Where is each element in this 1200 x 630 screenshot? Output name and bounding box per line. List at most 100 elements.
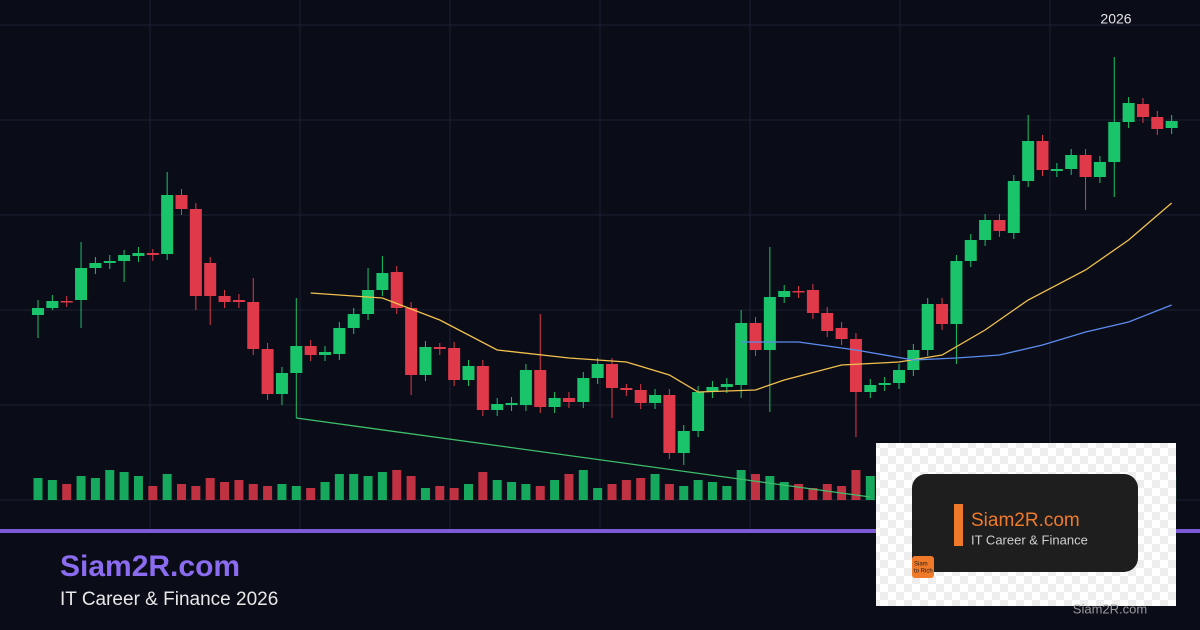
volume-bar [636,478,646,500]
candle-body [1165,121,1178,128]
volume-bar [808,488,818,500]
volume-bar [47,480,57,500]
candle-body [362,290,375,314]
candle-body [993,220,1006,231]
volume-bar [263,486,273,500]
volume-bar [334,474,344,500]
candle-body [103,261,116,263]
candle-body [161,195,174,254]
line-overlay [296,417,871,498]
logo-card [912,474,1138,572]
volume-bar [76,476,86,500]
volume-bar [679,486,689,500]
candle-body [491,404,504,410]
volume-bar [392,470,402,500]
volume-bar [664,484,674,500]
candle-body [132,253,145,256]
badge-line: to Rich [914,569,933,575]
candle-body [893,370,905,383]
candle-body [476,366,489,410]
candle-body [32,308,44,315]
candle-body [821,313,834,331]
candle-body [419,347,432,375]
candle-body [677,431,690,453]
volume-bar [191,486,201,500]
volume-bar [291,486,301,500]
candle-body [232,300,245,302]
candle-body [749,323,762,350]
volume-bar [90,478,100,500]
volume-bar [650,474,660,500]
candle-body [806,290,819,313]
candle-body [964,240,977,261]
volume-bar [105,470,115,500]
volume-bar [578,470,588,500]
volume-bar [550,480,560,500]
candle-body [548,398,561,407]
candle-body [1122,103,1135,122]
volume-bar [865,476,875,500]
candle-body [290,346,303,373]
volume-bar [177,484,186,500]
volume-bar [377,472,387,500]
candle-body [333,328,346,354]
candle-body [46,301,59,308]
volume-bar [707,482,717,500]
watermark: Siam2R.com [1073,601,1147,616]
line-overlay [310,202,1173,393]
volume-bar [449,488,459,500]
candle-body [1065,155,1078,169]
candle-body [89,263,102,268]
candle-body [462,366,475,380]
candle-body [849,339,862,392]
candle-body [534,370,547,407]
volume-bar [62,484,72,500]
volume-bar [349,474,359,500]
year-label: 2026 [1100,11,1131,27]
candle-body [1151,117,1164,129]
candle-body [1007,181,1020,233]
candle-body [146,253,159,255]
volume-bar [133,476,143,500]
candle-body [591,364,604,378]
candle-body [1093,162,1106,177]
candle-body [189,209,202,296]
candle-body [706,387,719,392]
candle-body [720,384,733,387]
volume-bar [851,470,861,500]
candle-body [218,296,231,302]
candle-body [175,195,188,209]
candle-body [936,304,949,324]
candle-body [304,346,317,355]
volume-bar [521,484,531,500]
volume-bar [306,488,316,500]
candle-body [75,268,88,300]
candle-body [347,314,360,328]
candle-body [118,255,131,261]
line-overlay [741,304,1172,361]
candle-body [763,297,776,350]
volume-bar [535,486,545,500]
volume-bar [794,484,804,500]
volume-bar [751,474,760,500]
candle-body [1136,104,1149,117]
candle-body [1079,155,1092,177]
volume-bar [148,486,158,500]
candle-body [577,378,590,402]
volume-bar [693,480,703,500]
divider [0,529,1200,533]
volume-bar [765,476,775,500]
candle-body [390,272,403,308]
logo-subtitle: IT Career & Finance [971,532,1088,547]
volume-bar [320,482,330,500]
logo-title: Siam2R.com [971,510,1080,531]
candle-body [275,373,288,394]
volume-bar [621,480,631,500]
brand-subtitle: IT Career & Finance 2026 [60,589,278,610]
volume-bar [822,484,832,500]
volume-bar [478,472,488,500]
candle-body [878,383,891,385]
volume-bar [779,482,789,500]
candle-body [792,291,805,293]
